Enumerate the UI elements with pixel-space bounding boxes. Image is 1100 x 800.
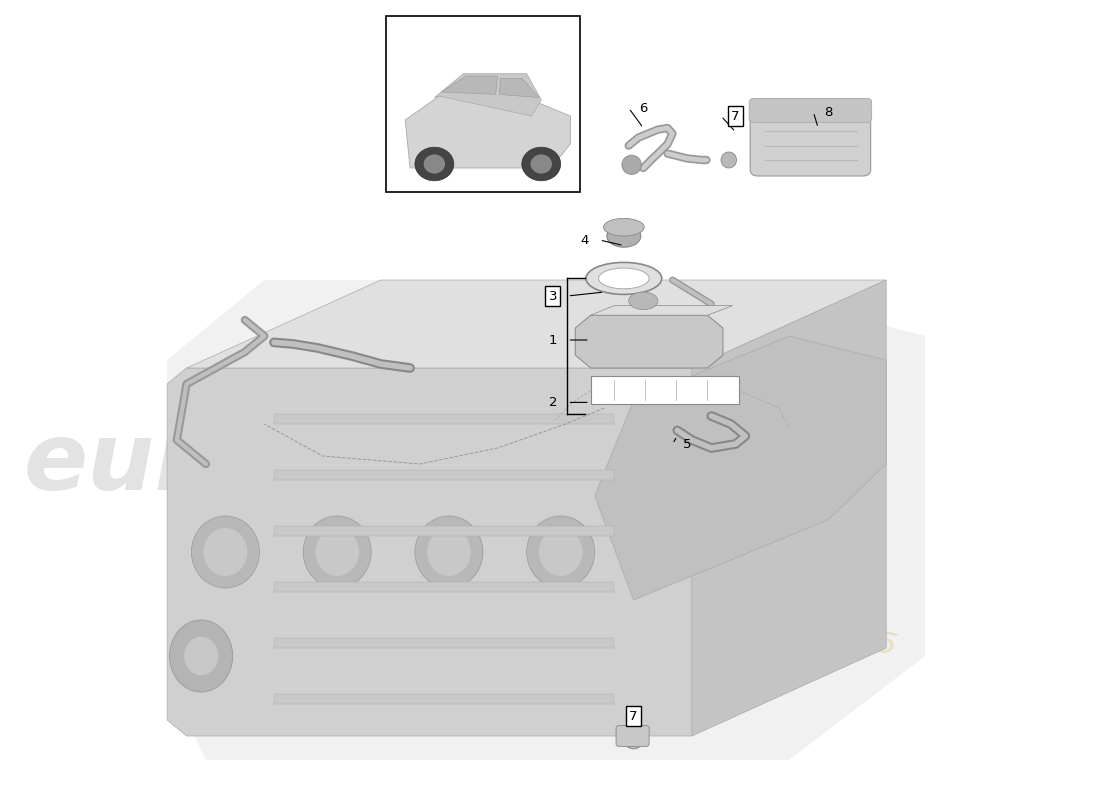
Text: 7: 7: [732, 110, 740, 122]
Ellipse shape: [424, 154, 446, 174]
Polygon shape: [441, 76, 497, 94]
Ellipse shape: [184, 637, 218, 675]
Text: 4: 4: [581, 234, 590, 246]
FancyBboxPatch shape: [750, 106, 871, 176]
Polygon shape: [405, 96, 571, 168]
Ellipse shape: [427, 528, 471, 576]
Ellipse shape: [530, 154, 552, 174]
Polygon shape: [499, 78, 539, 98]
Ellipse shape: [521, 147, 561, 181]
FancyBboxPatch shape: [274, 582, 614, 592]
FancyBboxPatch shape: [749, 98, 871, 122]
Ellipse shape: [598, 268, 649, 289]
Text: 5: 5: [683, 438, 691, 450]
Ellipse shape: [316, 528, 359, 576]
Polygon shape: [692, 280, 887, 736]
Polygon shape: [591, 376, 738, 404]
Ellipse shape: [623, 726, 645, 749]
Text: 1: 1: [549, 334, 558, 346]
Ellipse shape: [604, 218, 645, 236]
Text: a passion for parts since 1985: a passion for parts since 1985: [446, 522, 900, 662]
Ellipse shape: [720, 152, 737, 168]
Ellipse shape: [586, 262, 662, 294]
Bar: [386, 16, 580, 192]
FancyBboxPatch shape: [274, 694, 614, 704]
Ellipse shape: [607, 225, 641, 247]
FancyBboxPatch shape: [274, 414, 614, 424]
Ellipse shape: [304, 516, 371, 588]
Ellipse shape: [415, 147, 454, 181]
Ellipse shape: [191, 516, 260, 588]
Ellipse shape: [527, 516, 595, 588]
Text: 2: 2: [549, 396, 558, 409]
Text: eurospares: eurospares: [24, 418, 622, 510]
Text: 3: 3: [549, 290, 558, 302]
Text: 6: 6: [639, 102, 648, 114]
Ellipse shape: [621, 155, 641, 174]
FancyBboxPatch shape: [274, 470, 614, 480]
Polygon shape: [575, 315, 723, 368]
Polygon shape: [187, 280, 887, 368]
Polygon shape: [434, 74, 541, 116]
Ellipse shape: [204, 528, 248, 576]
Polygon shape: [591, 306, 733, 315]
Polygon shape: [167, 280, 925, 760]
FancyBboxPatch shape: [616, 726, 649, 746]
Ellipse shape: [629, 292, 658, 310]
Polygon shape: [167, 368, 712, 736]
Ellipse shape: [415, 516, 483, 588]
Ellipse shape: [169, 620, 233, 692]
Text: 8: 8: [824, 106, 832, 118]
Polygon shape: [595, 336, 887, 600]
FancyBboxPatch shape: [274, 526, 614, 536]
Text: 7: 7: [629, 710, 638, 722]
Ellipse shape: [539, 528, 583, 576]
FancyBboxPatch shape: [274, 638, 614, 648]
